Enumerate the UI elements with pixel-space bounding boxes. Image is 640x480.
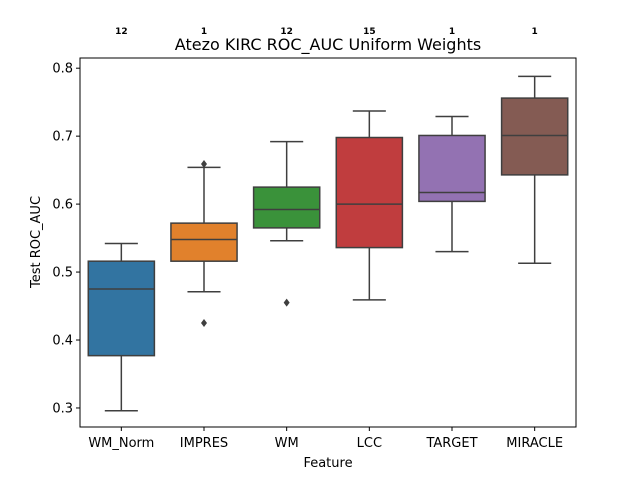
chart-title: Atezo KIRC ROC_AUC Uniform Weights (175, 35, 481, 55)
y-tick-label: 0.3 (52, 401, 73, 416)
box-body (500, 97, 569, 176)
y-tick-label: 0.6 (52, 198, 73, 213)
box-miracle (500, 75, 569, 264)
x-tick-label: WM (275, 436, 299, 451)
x-tick-label: MIRACLE (506, 436, 563, 451)
y-tick-label: 0.8 (52, 62, 73, 77)
x-axis-title: Feature (303, 456, 352, 471)
sample-count-labels: 12 1 12 15 1 1 (115, 27, 538, 37)
box-body (335, 136, 404, 249)
axes-frame (79, 57, 577, 428)
sample-count-label: 1 (532, 27, 538, 37)
sample-count-label: 1 (449, 27, 455, 37)
sample-count-label: 1 (201, 27, 207, 37)
outlier-point (201, 160, 207, 169)
box-body (418, 134, 486, 203)
y-axis-title: Test ROC_AUC (29, 196, 44, 289)
x-tick-label: IMPRES (180, 436, 228, 451)
outlier-point (201, 319, 207, 328)
sample-count-label: 12 (280, 27, 293, 37)
y-tick-label: 0.4 (52, 334, 73, 349)
y-tick-label: 0.5 (52, 266, 73, 281)
box-impres (170, 160, 238, 328)
box-wm (252, 140, 321, 307)
plot-area (87, 75, 569, 412)
x-axis: WM_Norm IMPRES WM LCC TARGET MIRACLE (88, 427, 563, 451)
outlier-point (283, 298, 290, 307)
box-body (170, 222, 238, 262)
x-tick-label: LCC (357, 436, 382, 451)
x-tick-label: WM_Norm (88, 436, 154, 451)
box-target (418, 115, 486, 253)
y-tick-label: 0.7 (52, 130, 73, 145)
box-body (87, 260, 156, 357)
sample-count-label: 15 (363, 27, 376, 37)
sample-count-label: 12 (115, 27, 128, 37)
box-lcc (335, 110, 404, 301)
box-body (252, 186, 321, 229)
x-tick-label: TARGET (425, 436, 477, 451)
y-axis: 0.3 0.4 0.5 0.6 0.7 0.8 (52, 62, 80, 416)
box-wm-norm (87, 242, 156, 412)
